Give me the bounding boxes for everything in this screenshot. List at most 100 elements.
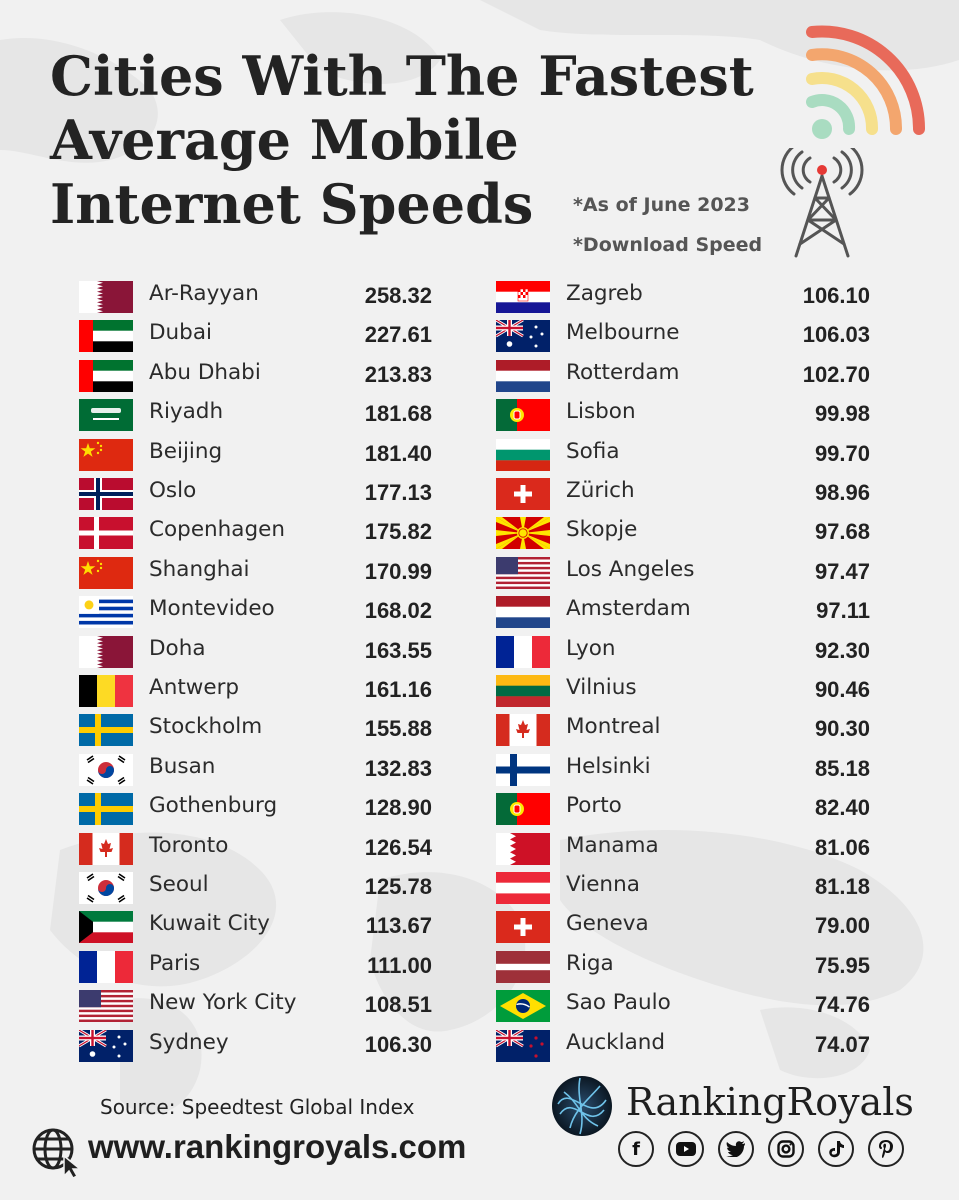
speed-value: 106.30: [364, 1031, 432, 1057]
city-name: Auckland: [566, 1029, 666, 1055]
antenna-tower-icon: [780, 148, 864, 258]
city-name: Seoul: [149, 872, 209, 897]
ranking-row: Paris 111.00: [79, 949, 439, 989]
speed-value: 97.47: [814, 558, 870, 584]
ranking-row: Riga 75.95: [496, 949, 876, 989]
speed-value: 85.18: [814, 755, 870, 781]
as-of-note: *As of June 2023: [573, 194, 751, 216]
brand-logo-icon: [552, 1076, 612, 1136]
city-name: Lisbon: [566, 399, 636, 425]
ranking-row: Abu Dhabi 213.83: [79, 358, 439, 398]
ranking-row: Lisbon 99.98: [496, 397, 876, 437]
city-name: New York City: [149, 990, 297, 1016]
speed-value: 161.16: [364, 677, 432, 702]
youtube-icon[interactable]: [668, 1131, 704, 1167]
usa-flag-icon: [79, 990, 133, 1023]
city-name: Riga: [566, 950, 614, 976]
speed-value: 181.40: [364, 440, 432, 466]
speed-value: 97.68: [814, 519, 870, 545]
ranking-row: Vilnius 90.46: [496, 673, 876, 713]
speed-value: 102.70: [802, 361, 870, 387]
usa-flag-icon: [496, 556, 550, 589]
ranking-row: Beijing 181.40: [79, 437, 439, 477]
brand-name: RankingRoyals: [626, 1080, 914, 1124]
finland-flag-icon: [496, 753, 550, 786]
ranking-row: Copenhagen 175.82: [79, 515, 439, 555]
city-name: Rotterdam: [566, 359, 680, 385]
ranking-row: Oslo 177.13: [79, 476, 439, 516]
ranking-row: Gothenburg 128.90: [79, 791, 439, 831]
croatia-flag-icon: [496, 281, 550, 313]
speed-value: 113.67: [365, 913, 432, 939]
ranking-row: Sydney 106.30: [79, 1028, 439, 1068]
qatar-flag-icon: [79, 281, 133, 313]
city-name: Vienna: [566, 872, 640, 897]
city-name: Beijing: [149, 438, 223, 464]
website-link[interactable]: www.rankingroyals.com: [88, 1128, 467, 1165]
france-flag-icon: [79, 950, 133, 983]
bahrain-flag-icon: [496, 832, 550, 865]
france-flag-icon: [496, 635, 550, 668]
belgium-flag-icon: [79, 675, 133, 707]
switzerland-flag-icon: [496, 911, 550, 944]
korea-flag-icon: [79, 753, 133, 786]
brazil-flag-icon: [496, 990, 550, 1023]
sweden-flag-icon: [79, 793, 133, 826]
denmark-flag-icon: [79, 517, 133, 550]
facebook-icon[interactable]: f: [618, 1131, 654, 1167]
ranking-row: Amsterdam 97.11: [496, 594, 876, 634]
tiktok-icon[interactable]: [818, 1131, 854, 1167]
twitter-icon[interactable]: [718, 1131, 754, 1167]
speed-value: 132.83: [364, 755, 432, 781]
austria-flag-icon: [496, 872, 550, 904]
ranking-row: Kuwait City 113.67: [79, 909, 439, 949]
china-flag-icon: [79, 438, 133, 471]
speed-value: 181.68: [364, 401, 432, 427]
ranking-row: Shanghai 170.99: [79, 555, 439, 595]
newzealand-flag-icon: [496, 1029, 550, 1062]
ranking-row: New York City 108.51: [79, 988, 439, 1028]
latvia-flag-icon: [496, 950, 550, 983]
source-text: Source: Speedtest Global Index: [100, 1095, 415, 1119]
speed-value: 98.96: [814, 480, 870, 505]
pinterest-icon[interactable]: [868, 1131, 904, 1167]
speed-value: 177.13: [364, 480, 432, 505]
speed-value: 74.07: [814, 1031, 870, 1057]
globe-cursor-icon: [32, 1128, 83, 1178]
ranking-row: Riyadh 181.68: [79, 397, 439, 437]
macedonia-flag-icon: [496, 517, 550, 550]
instagram-icon[interactable]: [768, 1131, 804, 1167]
metric-note: *Download Speed: [573, 234, 763, 256]
title-line-3: Internet Speeds: [50, 172, 534, 236]
ranking-row: Melbourne 106.03: [496, 318, 876, 358]
city-name: Busan: [149, 753, 216, 779]
speed-value: 99.70: [814, 440, 870, 466]
speed-value: 81.06: [814, 834, 870, 860]
city-name: Sao Paulo: [566, 990, 671, 1016]
speed-value: 74.76: [814, 992, 870, 1018]
city-name: Skopje: [566, 517, 638, 543]
city-name: Copenhagen: [149, 517, 285, 543]
ranking-row: Dubai 227.61: [79, 318, 439, 358]
australia-flag-icon: [79, 1029, 133, 1062]
canada-flag-icon: [79, 832, 133, 865]
city-name: Riyadh: [149, 399, 224, 425]
ranking-row: Ar-Rayyan 258.32: [79, 279, 439, 319]
city-name: Zürich: [566, 478, 635, 503]
city-name: Zagreb: [566, 281, 643, 306]
speed-value: 106.03: [802, 322, 870, 348]
speed-value: 170.99: [364, 558, 432, 584]
city-name: Shanghai: [149, 556, 250, 582]
city-name: Porto: [566, 793, 622, 819]
title-line-1: Cities With The Fastest: [50, 44, 754, 108]
bulgaria-flag-icon: [496, 438, 550, 471]
city-name: Doha: [149, 635, 206, 661]
speed-value: 81.18: [814, 874, 870, 899]
uruguay-flag-icon: [79, 596, 133, 629]
australia-flag-icon: [496, 320, 550, 353]
city-name: Ar-Rayyan: [149, 281, 259, 306]
city-name: Montevideo: [149, 596, 275, 622]
ranking-row: Toronto 126.54: [79, 831, 439, 871]
kuwait-flag-icon: [79, 911, 133, 944]
ranking-row: Zürich 98.96: [496, 476, 876, 516]
